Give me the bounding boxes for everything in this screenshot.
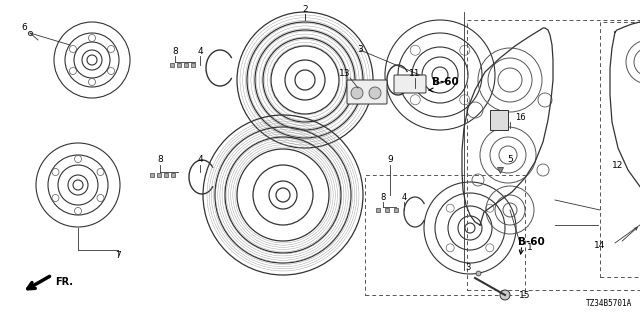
Text: FR.: FR. (55, 277, 73, 287)
Text: 1: 1 (527, 244, 533, 252)
FancyBboxPatch shape (394, 75, 426, 93)
Bar (467, 20, 640, 290)
Circle shape (500, 290, 510, 300)
FancyBboxPatch shape (347, 80, 387, 104)
Circle shape (351, 87, 363, 99)
Text: 6: 6 (21, 23, 27, 33)
Text: 8: 8 (157, 156, 163, 164)
Text: 11: 11 (409, 68, 420, 77)
Text: B-60: B-60 (518, 237, 545, 247)
Bar (365, 175, 525, 295)
Text: 3: 3 (357, 45, 363, 54)
Text: 2: 2 (302, 5, 308, 14)
Text: 4: 4 (401, 194, 406, 203)
Text: B-60: B-60 (432, 77, 459, 87)
Bar (490, 110, 508, 130)
Bar (600, 22, 640, 277)
Text: TZ34B5701A: TZ34B5701A (586, 299, 632, 308)
Text: 8: 8 (380, 194, 386, 203)
Text: 16: 16 (515, 114, 525, 123)
Text: 12: 12 (612, 161, 624, 170)
Text: 4: 4 (197, 156, 203, 164)
Text: 3: 3 (465, 263, 470, 273)
Text: 7: 7 (115, 251, 121, 260)
Text: 14: 14 (595, 241, 605, 250)
Text: 9: 9 (387, 156, 393, 164)
Text: 4: 4 (197, 47, 203, 57)
Text: 5: 5 (507, 156, 513, 164)
Text: 15: 15 (519, 291, 531, 300)
Text: 8: 8 (172, 47, 178, 57)
Circle shape (369, 87, 381, 99)
Text: 13: 13 (339, 68, 351, 77)
